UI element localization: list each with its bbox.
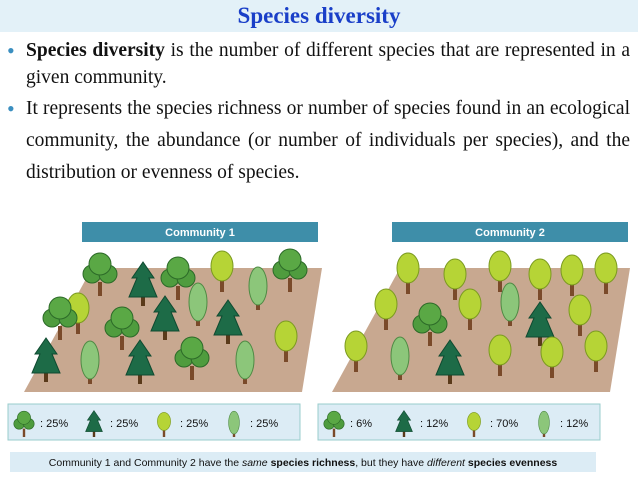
- legend-box: [7, 403, 301, 441]
- bullet-bold: Species diversity: [26, 40, 165, 61]
- legend-percent: : 6%: [350, 418, 372, 430]
- slide-title: Species diversity: [0, 0, 638, 32]
- bullet-text: It represents the species richness or nu…: [26, 98, 630, 183]
- legend-percent: : 25%: [40, 418, 68, 430]
- legend-percent: : 25%: [180, 418, 208, 430]
- caption-part: different: [427, 457, 466, 469]
- legend-box: [317, 403, 601, 441]
- caption-part: species evenness: [465, 457, 557, 469]
- caption-part: same: [242, 457, 268, 469]
- caption-part: , but they have: [355, 457, 427, 469]
- bullet-text: is the number of different species that …: [26, 40, 630, 88]
- caption-bar: [10, 452, 596, 472]
- legend-percent: : 12%: [420, 418, 448, 430]
- panel-header: [392, 222, 628, 242]
- panel-label: Community 2: [475, 227, 545, 239]
- caption-part: Community 1 and Community 2 have the: [49, 457, 242, 469]
- panel-label: Community 1: [165, 227, 235, 239]
- legend-percent: : 25%: [250, 418, 278, 430]
- ground: [332, 268, 630, 392]
- bullet: Species diversity is the number of diffe…: [7, 37, 630, 91]
- panel-header: [82, 222, 318, 242]
- legend-percent: : 70%: [490, 418, 518, 430]
- legend-percent: : 12%: [560, 418, 588, 430]
- caption-part: species richness: [268, 457, 356, 469]
- caption: Community 1 and Community 2 have the sam…: [49, 457, 558, 469]
- legend-percent: : 25%: [110, 418, 138, 430]
- bullet: It represents the species richness or nu…: [7, 93, 630, 189]
